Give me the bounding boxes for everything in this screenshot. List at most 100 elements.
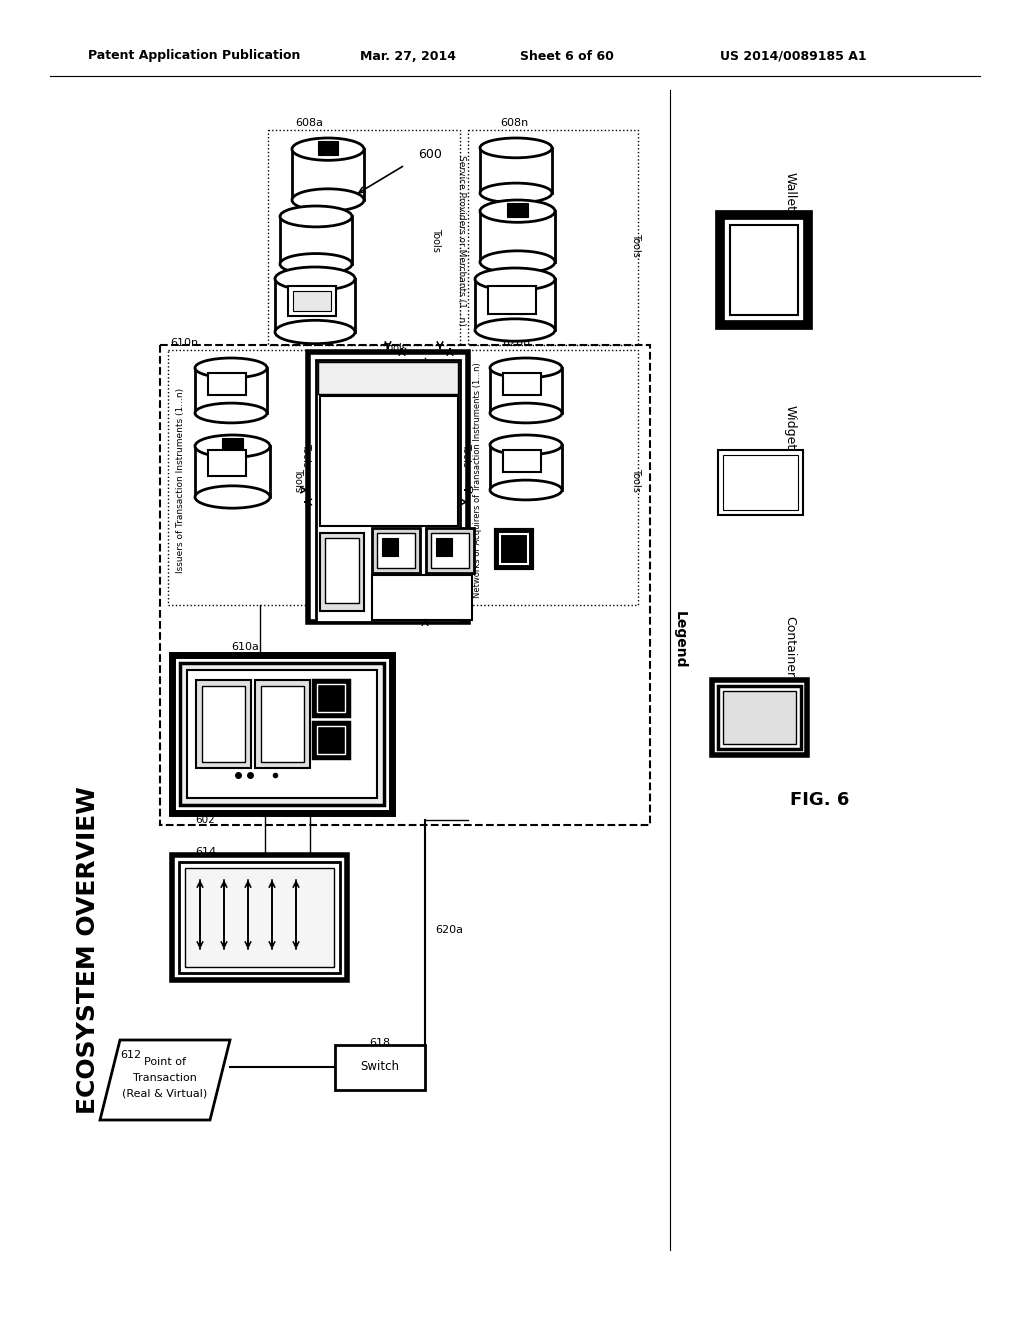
Text: ECOSYSTEM OVERVIEW: ECOSYSTEM OVERVIEW [76, 787, 100, 1114]
Bar [490, 445, 562, 490]
Ellipse shape [275, 267, 355, 290]
Bar [325, 539, 359, 603]
Text: Tools: Tools [383, 343, 407, 352]
Text: Switch: Switch [360, 1060, 399, 1073]
Bar [488, 286, 536, 314]
Ellipse shape [275, 321, 355, 343]
Bar [202, 686, 245, 762]
Text: Rules: Rules [330, 553, 360, 564]
Bar [436, 539, 452, 556]
Text: Tools: Tools [461, 444, 471, 467]
Bar [503, 450, 541, 473]
Bar [172, 655, 392, 813]
Ellipse shape [475, 268, 555, 290]
Bar [255, 680, 310, 768]
Bar [503, 374, 541, 395]
Bar [319, 396, 458, 525]
Ellipse shape [292, 139, 364, 160]
Bar [317, 726, 345, 754]
Text: Mar. 27, 2014: Mar. 27, 2014 [360, 49, 456, 62]
Bar [222, 438, 243, 451]
Bar [179, 862, 340, 973]
Text: 608a: 608a [295, 117, 323, 128]
Text: 620n: 620n [502, 338, 530, 348]
Bar [723, 455, 798, 510]
Bar [196, 680, 251, 768]
Bar [382, 539, 398, 556]
Text: 614: 614 [195, 847, 216, 857]
Bar [261, 686, 304, 762]
Text: S: S [368, 371, 376, 384]
Text: 612: 612 [120, 1049, 141, 1060]
Bar [718, 686, 801, 748]
Ellipse shape [490, 403, 562, 422]
Text: Widgets: Widgets [783, 405, 797, 455]
Text: 608n: 608n [500, 117, 528, 128]
Text: Tools: Tools [631, 234, 641, 257]
Text: 610n: 610n [170, 338, 198, 348]
Text: Networks or Acquirers of Transaction Instruments (1...n): Networks or Acquirers of Transaction Ins… [473, 362, 482, 598]
Text: Tools: Tools [631, 469, 641, 492]
Bar [468, 129, 638, 345]
Text: Transaction: Transaction [357, 440, 421, 450]
Bar [180, 663, 384, 805]
Bar [496, 531, 532, 568]
Bar [208, 450, 246, 477]
Bar [268, 129, 460, 345]
Bar [308, 352, 468, 622]
Text: Tools: Tools [301, 444, 311, 467]
Bar [480, 148, 552, 193]
Bar [313, 722, 349, 758]
Bar [293, 290, 331, 312]
Text: (Enhanced): (Enhanced) [357, 411, 421, 420]
Text: B: B [392, 371, 400, 384]
Ellipse shape [195, 403, 267, 422]
Ellipse shape [195, 358, 267, 378]
Bar [160, 345, 650, 825]
Text: MTP 622: MTP 622 [361, 473, 416, 482]
Bar [195, 368, 267, 413]
Bar [195, 446, 270, 498]
Ellipse shape [480, 183, 552, 203]
Ellipse shape [490, 480, 562, 500]
Ellipse shape [490, 436, 562, 455]
Bar [275, 279, 355, 333]
Bar [720, 215, 808, 325]
Bar [377, 533, 415, 568]
Text: Mobile: Mobile [371, 425, 408, 436]
Text: 610a: 610a [231, 642, 259, 652]
Text: 620a: 620a [435, 925, 463, 935]
Text: FIG. 6: FIG. 6 [791, 791, 850, 809]
Bar [507, 203, 528, 216]
Bar [468, 350, 638, 605]
Bar [292, 149, 364, 201]
Bar [288, 286, 336, 315]
Bar [723, 690, 796, 744]
Text: E: E [344, 371, 352, 384]
Text: Containers: Containers [783, 616, 797, 684]
Bar [475, 279, 555, 330]
Bar [480, 211, 555, 261]
Bar [313, 680, 349, 715]
Ellipse shape [475, 319, 555, 341]
Bar [712, 680, 807, 755]
Ellipse shape [280, 206, 352, 227]
Bar [317, 141, 338, 154]
Ellipse shape [195, 486, 270, 508]
Bar [490, 368, 562, 413]
Text: Wallets: Wallets [783, 172, 797, 218]
Bar [187, 671, 377, 799]
Ellipse shape [490, 358, 562, 378]
Bar [316, 360, 460, 622]
Text: 618: 618 [370, 1038, 390, 1048]
Text: Legend: Legend [673, 611, 687, 669]
Text: Point of: Point of [144, 1057, 186, 1067]
Bar [426, 528, 474, 573]
Text: Platform: Platform [366, 455, 413, 465]
Text: Issuers of Transaction Instruments (1...n): Issuers of Transaction Instruments (1...… [175, 388, 184, 573]
Ellipse shape [480, 251, 555, 273]
Bar [185, 869, 334, 968]
Bar [372, 528, 420, 573]
Polygon shape [100, 1040, 230, 1119]
Bar [172, 855, 347, 979]
